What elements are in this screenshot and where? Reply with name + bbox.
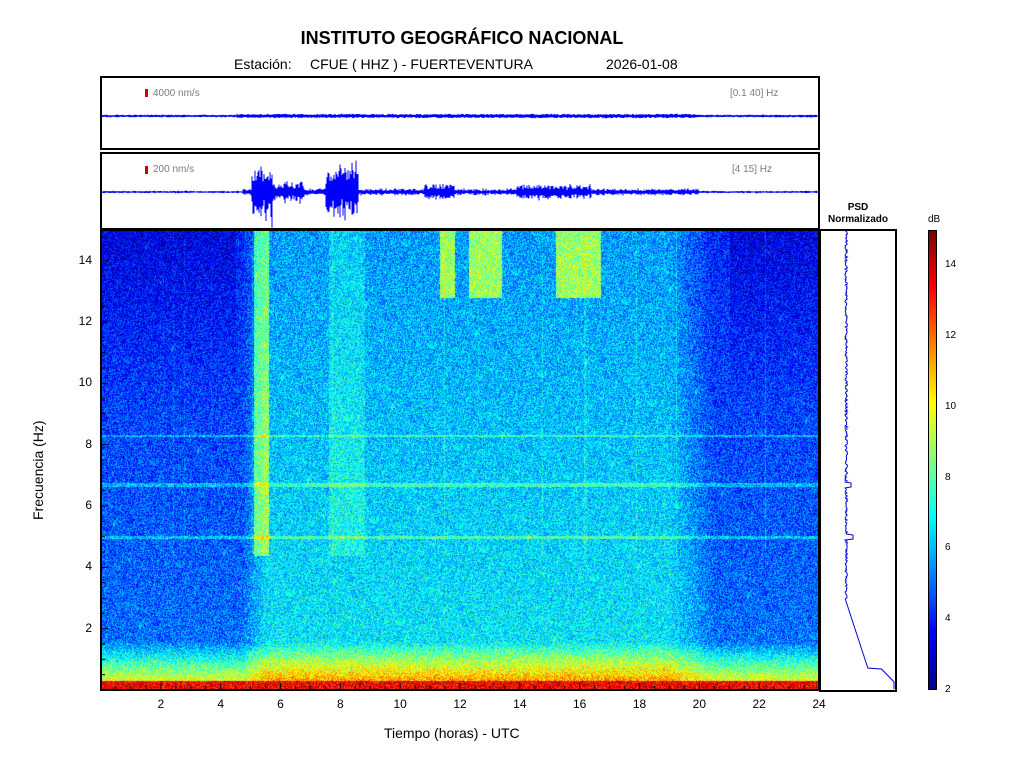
x-tick-label: 22 [752,697,766,711]
x-tick-label: 12 [453,697,467,711]
colorbar [928,230,937,690]
band-label-top: [0.1 40] Hz [730,88,779,99]
psd-title-line1: PSD [847,202,869,213]
chart-title: INSTITUTO GEOGRÁFICO NACIONAL [300,28,624,48]
colorbar-tick-label: 14 [945,259,957,271]
x-tick-label: 8 [336,697,344,711]
colorbar-tick-label: 6 [945,542,951,554]
spectrogram-heatmap [101,230,819,690]
x-tick-label: 18 [632,697,647,711]
psd-curve [843,231,895,689]
station-name: CFUE ( HHZ ) - FUERTEVENTURA [310,56,533,72]
colorbar-unit: dB [928,214,941,225]
colorbar-tick-label: 8 [945,471,951,483]
x-tick-label: 24 [812,697,826,711]
y-tick-label: 8 [85,436,92,451]
band-label-bottom: [4 15] Hz [732,164,773,175]
scale-bar-bottom [145,166,148,174]
y-tick-label: 6 [85,498,92,512]
y-tick-label: 12 [78,314,92,328]
scale-label-bottom: 200 nm/s [153,164,195,175]
y-tick-label: 14 [78,252,92,267]
broadband-trace-panel [100,76,820,150]
colorbar-tick-label: 10 [945,400,957,412]
broadband-waveform [102,113,818,119]
x-tick-label: 16 [572,697,587,711]
x-axis-label: Tiempo (horas) - UTC [384,725,520,741]
colorbar-tick-label: 4 [945,613,951,625]
filtered-trace-panel [100,152,820,230]
x-tick-label: 20 [692,697,706,711]
filtered-trace [102,160,818,228]
psd-title: PSD Normalizado [820,202,896,226]
colorbar-tick-label: 12 [945,330,957,342]
colorbar-tick-label: 2 [945,684,951,695]
y-tick-label: 10 [78,375,92,390]
x-tick-label: 10 [393,697,407,711]
filtered-waveform [102,160,818,228]
scale-bar-top [145,89,148,97]
y-tick-label: 2 [85,620,92,635]
station-prefix: Estación: [234,56,292,72]
x-tick-label: 14 [513,697,527,711]
x-tick-label: 4 [217,697,224,711]
scale-label-top: 4000 nm/s [153,88,200,99]
x-tick-label: 6 [277,697,284,711]
x-tick-label: 2 [157,697,165,711]
y-tick-label: 4 [85,559,92,574]
y-axis-label: Frecuencia (Hz) [30,420,46,520]
psd-title-line2: Normalizado [827,214,888,225]
station-date: 2026-01-08 [606,56,678,72]
psd-panel [819,229,897,692]
psd-curve-svg [843,231,895,689]
broadband-trace [102,113,818,119]
